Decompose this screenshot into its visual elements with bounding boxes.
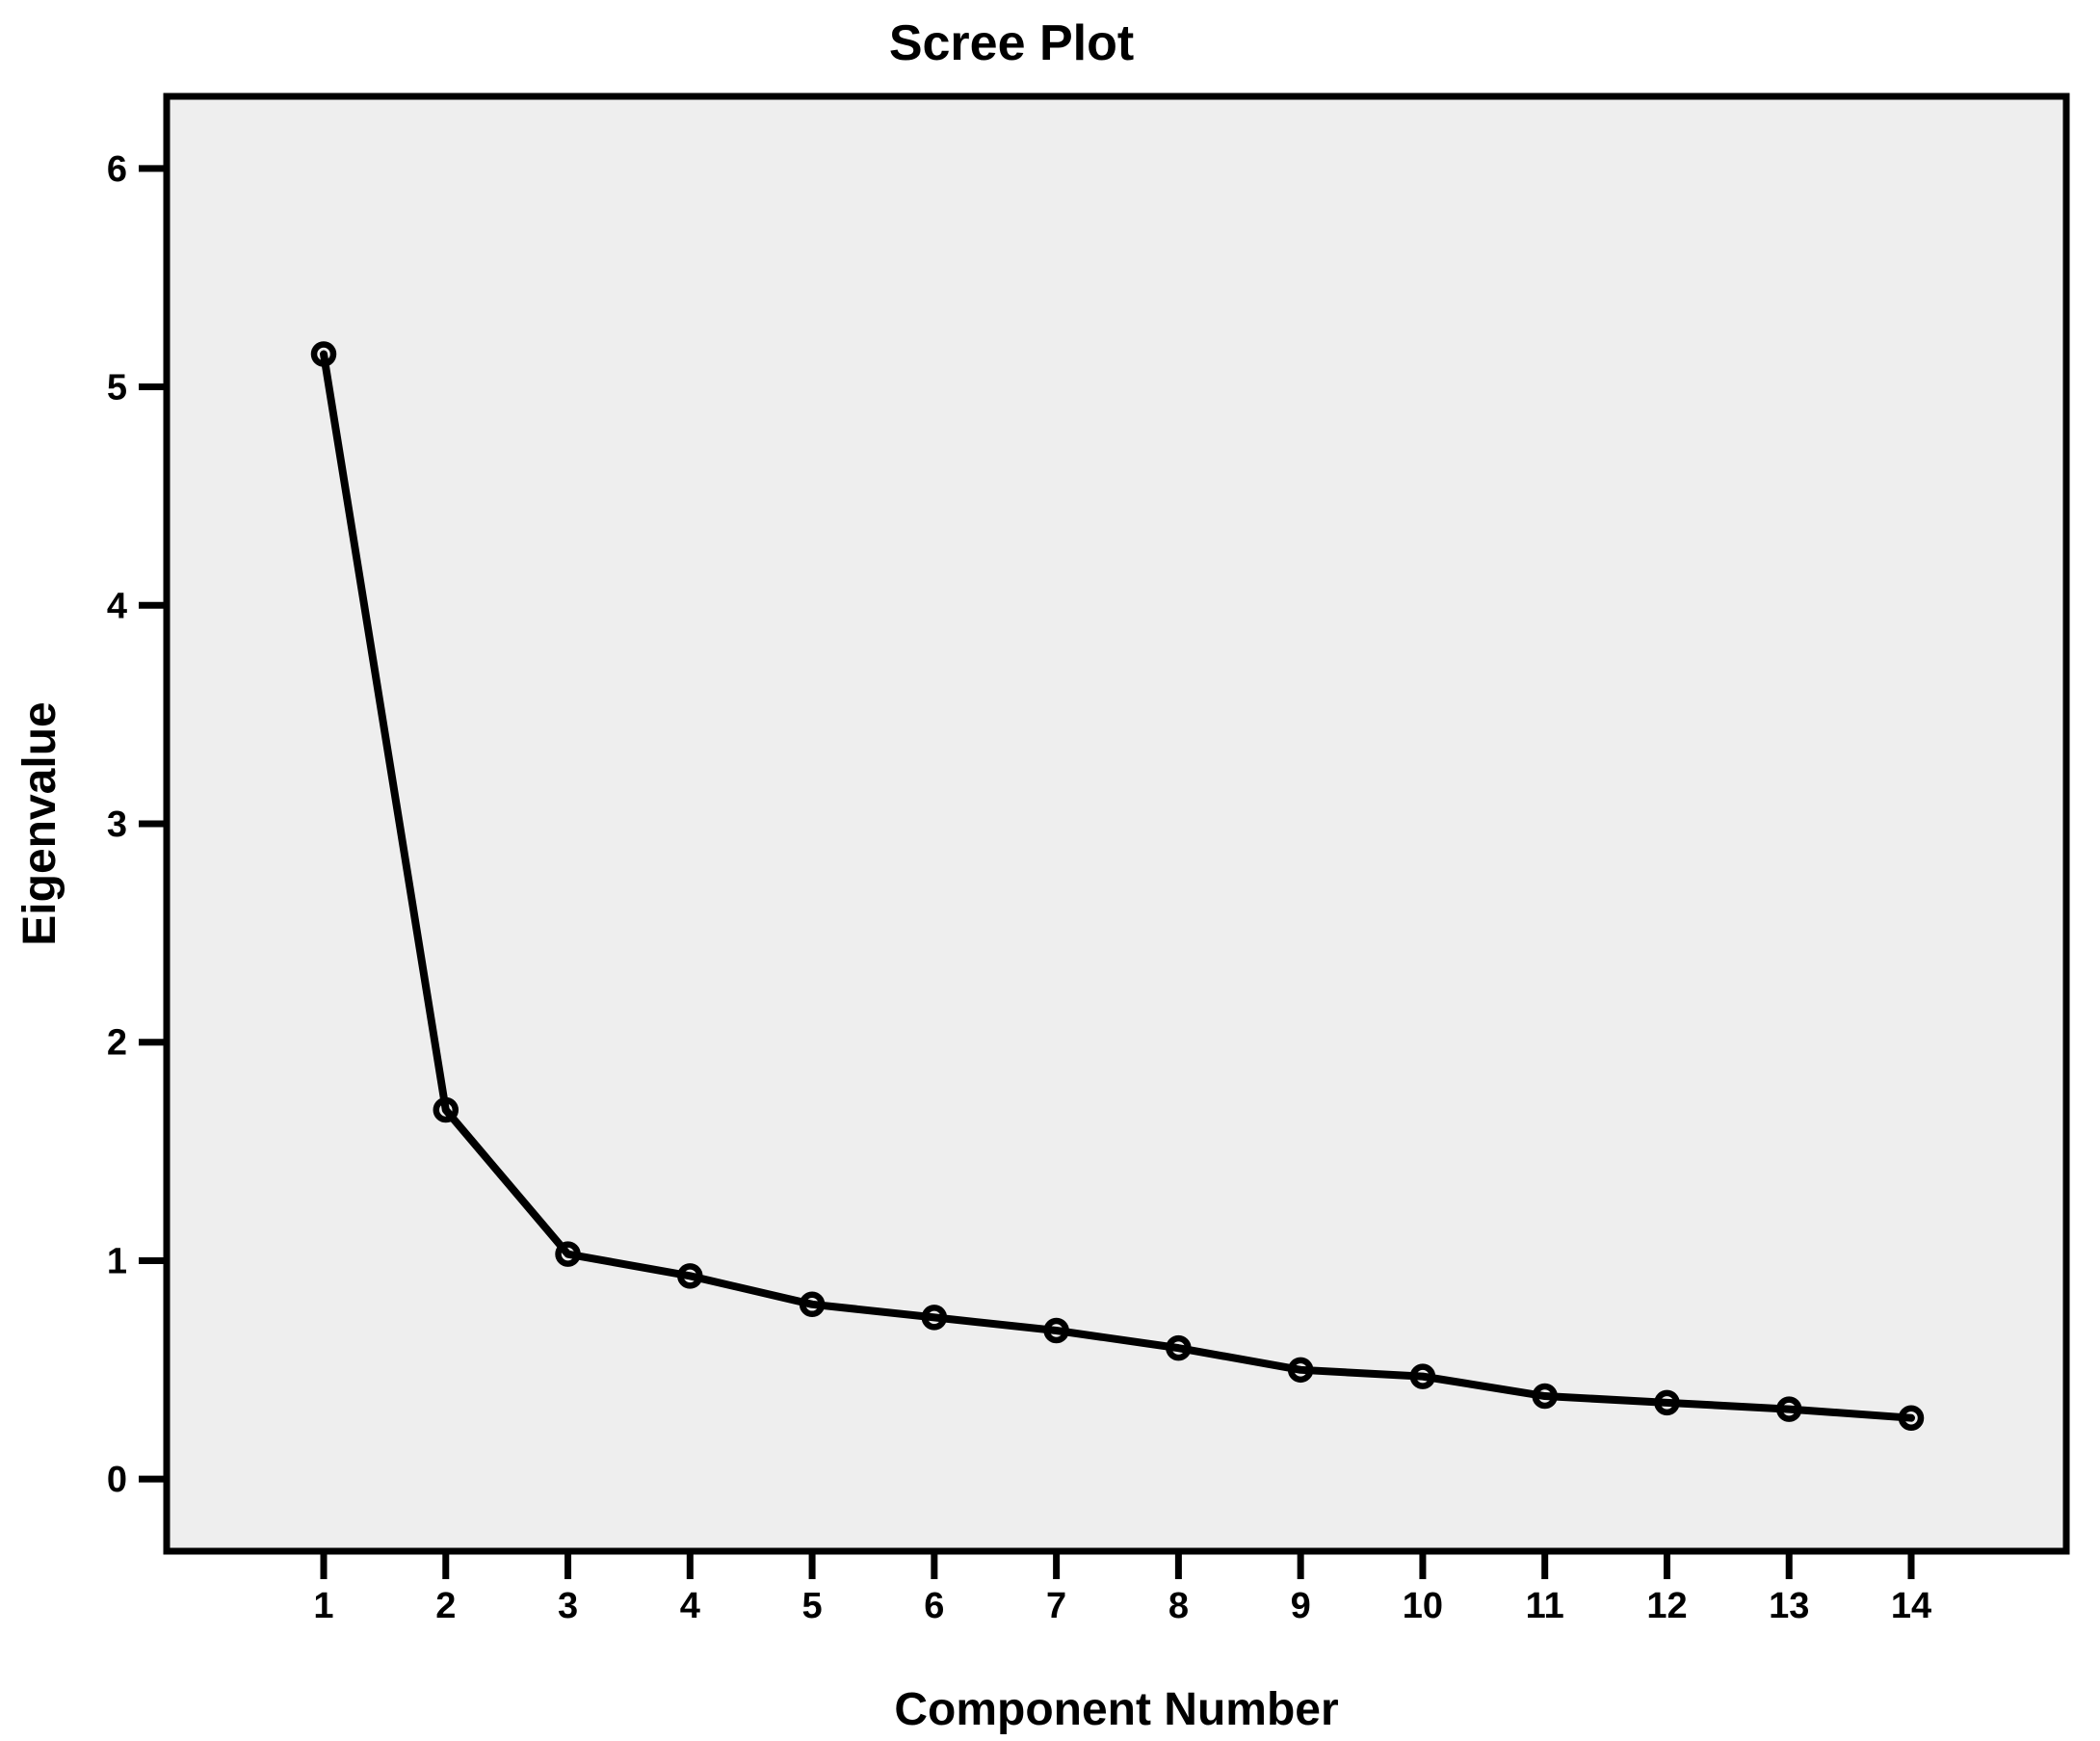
data-point-marker [1654, 1389, 1680, 1416]
y-tick-label: 6 [107, 149, 127, 190]
x-tick-label: 4 [680, 1586, 700, 1626]
x-tick-label: 7 [1046, 1586, 1066, 1626]
plot-frame [163, 92, 2070, 1555]
series-layer [310, 341, 1925, 1431]
data-point-marker [921, 1305, 948, 1331]
data-point-marker [1166, 1334, 1192, 1361]
chart-title: Scree Plot [889, 15, 1134, 71]
data-point-marker [1043, 1317, 1069, 1344]
x-axis-title: Component Number [894, 1684, 1338, 1735]
y-tick-label: 1 [107, 1241, 127, 1281]
x-tick-label: 9 [1291, 1586, 1311, 1626]
ticks-layer [139, 165, 1915, 1579]
data-point-marker [677, 1263, 703, 1289]
data-point-marker [1532, 1383, 1558, 1410]
data-point-marker [1775, 1396, 1802, 1422]
x-tick-label: 10 [1403, 1586, 1443, 1626]
x-tick-label: 5 [802, 1586, 823, 1626]
y-tick-label: 4 [107, 586, 127, 626]
y-tick-label: 0 [107, 1460, 127, 1500]
data-point-marker [1409, 1363, 1436, 1389]
data-point-marker [1898, 1405, 1925, 1431]
x-tick-label: 6 [924, 1586, 944, 1626]
data-point-marker [1287, 1357, 1314, 1384]
y-tick-label: 5 [107, 368, 127, 409]
data-point-marker [799, 1291, 826, 1318]
data-point-marker [433, 1096, 459, 1123]
x-tick-label: 13 [1769, 1586, 1809, 1626]
data-point-marker [555, 1241, 581, 1267]
x-tick-label: 3 [558, 1586, 578, 1626]
y-axis-title: Eigenvalue [14, 701, 66, 945]
x-tick-label: 1 [313, 1586, 333, 1626]
plot-area [167, 96, 2066, 1551]
x-tick-label: 8 [1168, 1586, 1189, 1626]
x-tick-label: 14 [1891, 1586, 1931, 1626]
x-tick-label: 2 [435, 1586, 456, 1626]
y-tick-label: 2 [107, 1023, 127, 1064]
x-tick-label: 12 [1646, 1586, 1687, 1626]
data-point-marker [310, 341, 337, 367]
series-line [320, 350, 1915, 1422]
y-tick-label: 3 [107, 805, 127, 845]
x-tick-label: 11 [1526, 1586, 1564, 1626]
